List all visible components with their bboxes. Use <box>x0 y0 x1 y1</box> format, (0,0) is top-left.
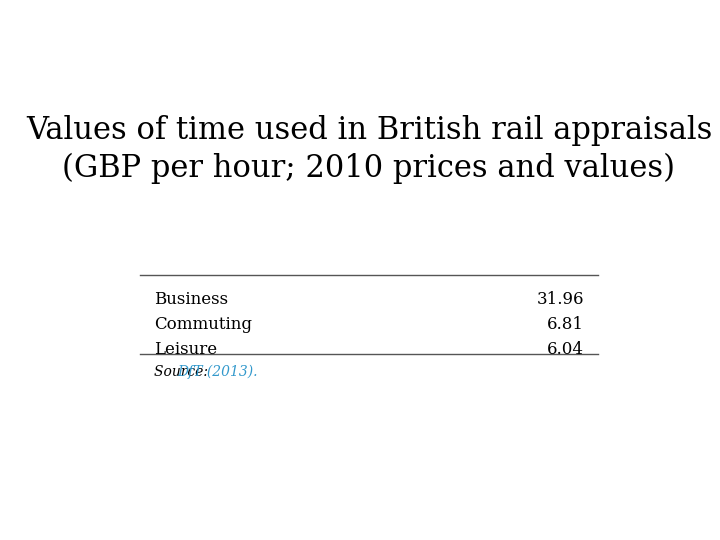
Text: Commuting: Commuting <box>154 316 252 333</box>
Text: 31.96: 31.96 <box>536 292 584 308</box>
Text: Values of time used in British rail appraisals
(GBP per hour; 2010 prices and va: Values of time used in British rail appr… <box>26 114 712 184</box>
Text: 6.04: 6.04 <box>546 341 584 359</box>
Text: DfT (2013).: DfT (2013). <box>177 365 258 380</box>
Text: Business: Business <box>154 292 228 308</box>
Text: Source:: Source: <box>154 365 212 379</box>
Text: 6.81: 6.81 <box>546 316 584 333</box>
Text: Leisure: Leisure <box>154 341 217 359</box>
